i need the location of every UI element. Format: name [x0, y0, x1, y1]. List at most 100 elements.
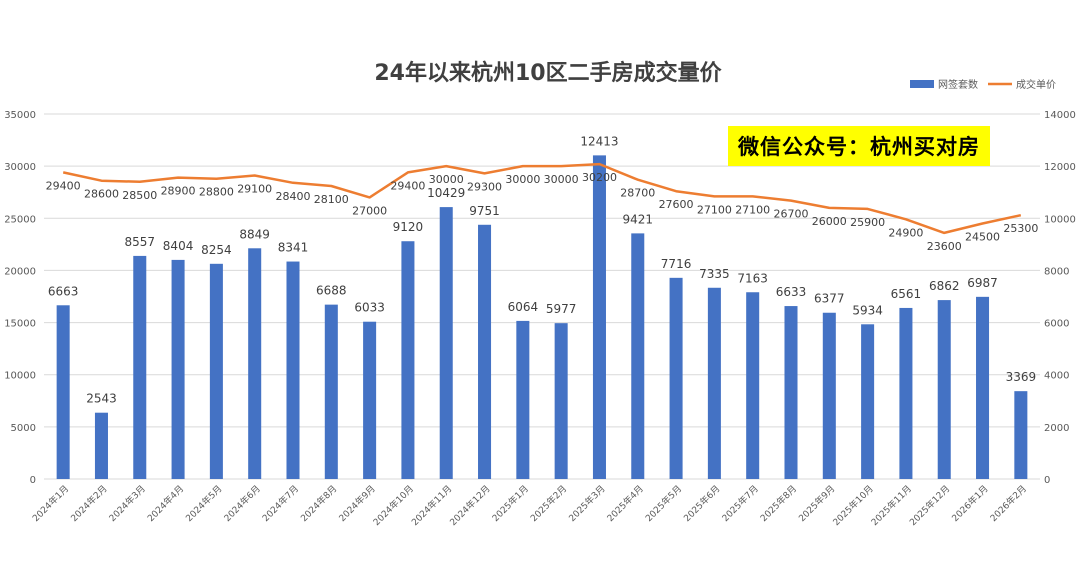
- y-left-tick-label: 0: [30, 475, 36, 486]
- bar: [324, 304, 338, 479]
- bar-value-label: 9751: [469, 204, 500, 218]
- x-tick-label: 2025年7月: [719, 483, 760, 524]
- legend-label-line: 成交单价: [1016, 78, 1056, 91]
- line-value-label: 28800: [199, 186, 234, 199]
- bar: [56, 305, 70, 479]
- bar: [133, 255, 147, 479]
- bar: [631, 233, 645, 479]
- bar: [976, 296, 990, 479]
- bar: [248, 248, 262, 479]
- y-right-tick-label: 4000: [1044, 371, 1069, 382]
- x-tick-label: 2024年5月: [183, 483, 224, 524]
- y-left-tick-label: 20000: [4, 266, 36, 277]
- x-tick-label: 2024年1月: [30, 483, 71, 524]
- line-value-label: 29300: [467, 180, 502, 193]
- line-value-label: 30200: [582, 171, 617, 184]
- bar-value-label: 6561: [891, 287, 922, 301]
- bar: [554, 323, 568, 479]
- bar-value-label: 6987: [967, 276, 998, 290]
- bar: [784, 306, 798, 479]
- line-value-label: 29100: [237, 183, 272, 196]
- bar: [937, 300, 951, 479]
- line-value-label: 26700: [774, 208, 809, 221]
- bar-value-label: 9421: [622, 212, 653, 226]
- line-value-label: 25300: [1003, 222, 1038, 235]
- line-value-label: 29400: [390, 179, 425, 192]
- bar: [592, 155, 606, 479]
- x-tick-label: 2024年8月: [298, 483, 339, 524]
- x-tick-label: 2024年7月: [260, 483, 301, 524]
- bar-value-label: 8557: [124, 235, 155, 249]
- y-right-tick-label: 12000: [1044, 162, 1076, 173]
- bar-value-label: 6633: [776, 285, 807, 299]
- line-value-label: 28900: [161, 185, 196, 198]
- x-tick-label: 2025年8月: [758, 483, 799, 524]
- line-value-label: 25900: [850, 216, 885, 229]
- bar: [669, 277, 683, 479]
- price-line: [62, 162, 1022, 235]
- y-right-tick-label: 8000: [1044, 266, 1069, 277]
- bar-value-label: 10429: [427, 186, 465, 200]
- y-left-tick-label: 30000: [4, 162, 36, 173]
- x-tick-label: 2025年6月: [681, 483, 722, 524]
- y-left-tick-label: 35000: [4, 110, 36, 121]
- x-tick-label: 2024年12月: [447, 483, 493, 529]
- line-value-label: 29400: [46, 179, 81, 192]
- bar: [286, 261, 300, 479]
- chart-title: 24年以来杭州10区二手房成交量价: [374, 60, 722, 86]
- line-value-label: 28400: [276, 190, 311, 203]
- bar: [171, 259, 185, 479]
- y-left-tick-label: 25000: [4, 214, 36, 225]
- y-right-tick-label: 14000: [1044, 110, 1076, 121]
- bar: [822, 312, 836, 479]
- bar-value-label: 6064: [508, 300, 539, 314]
- bar: [209, 263, 223, 479]
- bar-value-label: 6862: [929, 279, 960, 293]
- bar-value-label: 7335: [699, 267, 730, 281]
- y-right-tick-label: 10000: [1044, 214, 1076, 225]
- line-value-label: 26000: [812, 215, 847, 228]
- bar: [861, 324, 875, 479]
- x-tick-label: 2024年9月: [336, 483, 377, 524]
- bar-value-label: 2543: [86, 392, 117, 406]
- bar-value-label: 5977: [546, 302, 577, 316]
- x-tick-label: 2024年3月: [106, 483, 147, 524]
- x-tick-label: 2026年2月: [988, 483, 1029, 524]
- bar: [94, 412, 108, 479]
- bar: [1014, 391, 1028, 479]
- x-tick-label: 2025年1月: [490, 483, 531, 524]
- y-right-tick-label: 0: [1044, 475, 1050, 486]
- bar: [746, 292, 760, 479]
- bar-value-label: 9120: [393, 220, 424, 234]
- bar: [439, 207, 453, 479]
- y-left-tick-label: 5000: [11, 423, 36, 434]
- y-right-tick-label: 2000: [1044, 423, 1069, 434]
- bar-value-label: 12413: [580, 134, 618, 148]
- bar: [478, 224, 492, 479]
- bar-value-label: 6688: [316, 284, 347, 298]
- line-value-label: 27000: [352, 204, 387, 217]
- line-value-label: 30000: [544, 173, 579, 186]
- x-tick-label: 2024年4月: [145, 483, 186, 524]
- watermark-banner: 微信公众号：杭州买对房: [728, 126, 990, 166]
- bar-value-label: 6033: [354, 301, 385, 315]
- legend-swatch-bar: [910, 80, 934, 88]
- x-tick-label: 2025年2月: [528, 483, 569, 524]
- line-value-label: 24500: [965, 231, 1000, 244]
- bar-value-label: 8849: [239, 227, 270, 241]
- line-value-label: 30000: [505, 173, 540, 186]
- bar: [401, 241, 415, 479]
- bar: [363, 321, 377, 479]
- line-value-label: 28700: [620, 187, 655, 200]
- bar: [899, 307, 913, 479]
- bar-value-label: 8404: [163, 239, 194, 253]
- line-value-label: 28500: [122, 189, 157, 202]
- line-value-label: 27100: [697, 203, 732, 216]
- bar-value-label: 8254: [201, 243, 232, 257]
- line-value-label: 28600: [84, 188, 119, 201]
- x-tick-label: 2025年4月: [604, 483, 645, 524]
- bar-value-label: 5934: [852, 303, 883, 317]
- bar-value-label: 7163: [737, 271, 768, 285]
- line-value-label: 27600: [659, 198, 694, 211]
